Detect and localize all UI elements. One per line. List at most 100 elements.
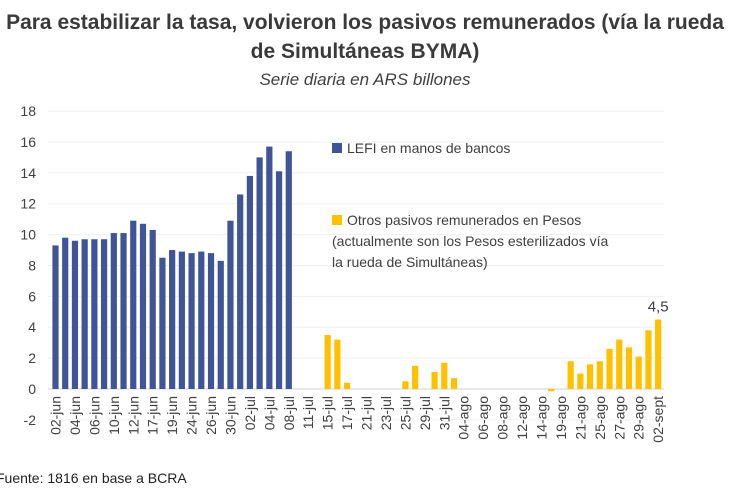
x-tick-label: 08-ago: [495, 396, 511, 440]
x-tick-label: 17-jul: [339, 396, 355, 430]
x-tick-label: 19-jun: [164, 396, 180, 435]
bar: [334, 339, 341, 389]
data-label: 4,5: [648, 299, 669, 316]
x-tick-label: 21-jul: [359, 396, 375, 430]
x-tick-label: 12-jun: [125, 396, 141, 435]
bar: [188, 253, 195, 389]
bar: [159, 257, 166, 389]
bar: [596, 361, 603, 389]
y-tick-label: 6: [28, 288, 36, 304]
x-tick-label: 19-ago: [553, 396, 569, 440]
y-tick-label: 16: [20, 134, 36, 150]
bar: [217, 260, 224, 389]
bar: [198, 251, 205, 389]
bar: [62, 237, 69, 389]
y-tick-label: 4: [28, 319, 36, 335]
y-tick-label: -2: [24, 412, 37, 428]
x-tick-label: 12-ago: [514, 396, 530, 440]
x-tick-label: 21-ago: [572, 396, 588, 440]
bar: [324, 334, 331, 389]
x-tick-label: 02-sept: [650, 396, 666, 443]
chart-title: Para estabilizar la tasa, volvieron los …: [6, 11, 724, 63]
bar: [266, 146, 273, 389]
bar: [450, 378, 458, 389]
bar: [81, 239, 88, 389]
y-tick-label: 14: [20, 165, 36, 181]
bar: [178, 251, 185, 389]
y-tick-label: 18: [20, 103, 36, 119]
x-tick-label: 06-ago: [475, 396, 491, 440]
y-tick-label: 2: [28, 350, 36, 366]
bar: [139, 223, 147, 389]
bar: [91, 239, 98, 389]
x-tick-label: 24-jun: [184, 396, 200, 435]
x-tick-label: 25-ago: [592, 396, 608, 440]
x-tick-label: 29-jul: [417, 396, 433, 430]
bar: [606, 348, 613, 389]
bar: [587, 364, 594, 389]
x-tick-label: 04-jun: [67, 396, 83, 435]
legend-label: (actualmente son los Pesos esterilizados…: [332, 233, 609, 249]
bar: [149, 229, 156, 389]
legend-item-otros: Otros pasivos remunerados en Pesos (actua…: [332, 210, 608, 273]
bar: [52, 245, 59, 389]
x-tick-label: 15-jul: [320, 396, 336, 430]
bar: [169, 250, 176, 389]
bar-chart: -2 0 2 4 6 8 10 12 14 16 18 02-jun 04-jun 06-jun 10-ju…: [20, 103, 669, 443]
x-tick-label: 04-jul: [261, 396, 277, 430]
bar: [616, 339, 623, 389]
legend-label: la rueda de Simultáneas): [332, 254, 488, 270]
legend-label: LEFI en manos de bancos: [347, 140, 511, 156]
bar: [285, 151, 292, 389]
bar: [246, 175, 253, 389]
bar: [110, 233, 117, 389]
x-tick-label: 26-jun: [203, 396, 219, 435]
x-tick-label: 27-ago: [611, 396, 627, 440]
y-tick-label: 12: [20, 196, 36, 212]
bar: [275, 171, 283, 389]
bar: [567, 361, 574, 389]
bar: [431, 372, 438, 389]
x-tick-label: 23-jul: [378, 396, 394, 430]
chart-subtitle: Serie diaria en ARS billones: [259, 70, 471, 89]
x-tick-label: 04-ago: [456, 396, 472, 440]
bar: [577, 373, 584, 389]
bar: [207, 253, 215, 389]
legend-swatch: [332, 143, 342, 153]
legend-swatch: [332, 215, 342, 225]
x-tick-label: 14-ago: [534, 396, 550, 440]
bar: [256, 157, 263, 389]
x-tick-label: 02-jul: [242, 396, 258, 430]
bar: [101, 239, 108, 389]
bar: [635, 356, 642, 389]
bar: [412, 365, 419, 389]
bar: [645, 330, 652, 389]
bar: [344, 382, 351, 389]
y-tick-label: 8: [28, 257, 36, 273]
x-tick-label: 02-jun: [48, 396, 64, 435]
source-note: Fuente: 1816 en base a BCRA: [0, 470, 187, 486]
x-tick-label: 30-jun: [222, 396, 238, 435]
bar: [237, 194, 244, 389]
bar: [655, 319, 662, 389]
bar: [130, 220, 137, 389]
x-tick-label: 29-ago: [631, 396, 647, 440]
legend-label: Otros pasivos remunerados en Pesos: [347, 212, 582, 228]
x-tick-label: 31-jul: [436, 396, 452, 430]
bar: [402, 381, 409, 389]
y-tick-label: 0: [28, 381, 36, 397]
x-tick-label: 11-jul: [300, 396, 316, 429]
legend-item-lefi: LEFI en manos de bancos: [332, 138, 510, 159]
bar: [441, 362, 448, 389]
bar: [227, 220, 234, 389]
x-tick-label: 10-jun: [106, 396, 122, 435]
bar: [548, 389, 555, 392]
bar: [71, 240, 79, 389]
y-tick-label: 10: [20, 227, 36, 243]
bar: [625, 347, 633, 389]
x-tick-label: 25-jul: [397, 396, 413, 430]
x-tick-label: 17-jun: [145, 396, 161, 435]
bar: [120, 233, 127, 389]
x-tick-label: 06-jun: [86, 396, 102, 435]
x-tick-label: 08-jul: [281, 396, 297, 430]
